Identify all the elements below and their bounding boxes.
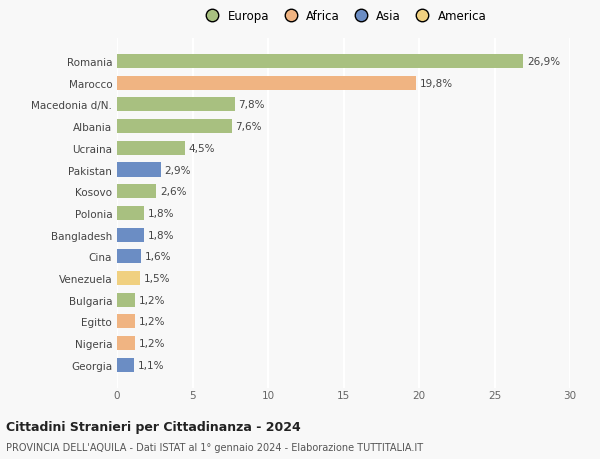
Bar [117,163,161,177]
Text: 1,1%: 1,1% [137,360,164,370]
Text: 1,5%: 1,5% [143,274,170,283]
Text: Cittadini Stranieri per Cittadinanza - 2024: Cittadini Stranieri per Cittadinanza - 2… [6,420,301,433]
Bar [117,141,185,156]
Text: 1,8%: 1,8% [148,230,175,240]
Bar [117,358,134,372]
Text: 4,5%: 4,5% [189,144,215,153]
Bar [117,207,144,220]
Text: 1,6%: 1,6% [145,252,172,262]
Bar [117,228,144,242]
Text: 19,8%: 19,8% [420,78,453,89]
Bar [117,336,135,350]
Bar [117,293,135,307]
Bar [117,120,232,134]
Text: 7,6%: 7,6% [236,122,262,132]
Legend: Europa, Africa, Asia, America: Europa, Africa, Asia, America [200,10,487,23]
Bar [117,55,523,69]
Text: 2,6%: 2,6% [160,187,187,197]
Text: 1,2%: 1,2% [139,338,166,348]
Bar [117,77,416,90]
Bar [117,250,141,264]
Text: 7,8%: 7,8% [239,100,265,110]
Bar [117,185,156,199]
Text: 1,8%: 1,8% [148,208,175,218]
Text: 1,2%: 1,2% [139,295,166,305]
Text: 2,9%: 2,9% [164,165,191,175]
Bar [117,271,140,285]
Bar [117,98,235,112]
Text: PROVINCIA DELL'AQUILA - Dati ISTAT al 1° gennaio 2024 - Elaborazione TUTTITALIA.: PROVINCIA DELL'AQUILA - Dati ISTAT al 1°… [6,442,423,452]
Text: 26,9%: 26,9% [527,57,560,67]
Text: 1,2%: 1,2% [139,317,166,327]
Bar [117,314,135,329]
